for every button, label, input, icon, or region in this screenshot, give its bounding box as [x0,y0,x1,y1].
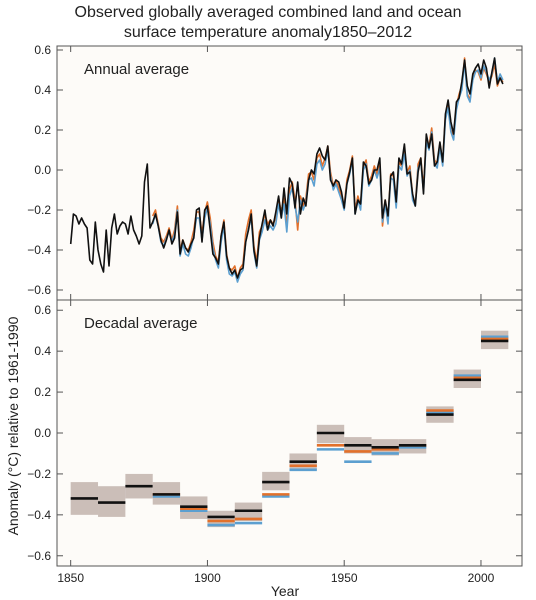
y-tick-label: 0.6 [34,303,51,317]
panel-label: Annual average [84,61,189,78]
panel-label: Decadal average [84,315,197,332]
uncertainty-band [207,510,235,528]
y-tick-label: 0.0 [34,163,51,177]
chart-title-line2: surface temperature anomaly1850–2012 [123,24,413,41]
y-tick-label: −0.2 [27,467,51,481]
y-tick-label: 0.4 [34,83,51,97]
decadal-panel: 0.6 0.4 0.2 0.0 −0.2 −0.4 −0.6 Decadal average 1… [27,299,523,585]
y-axis-label: Anomaly (°C) relative to 1961-1990 [5,316,21,535]
y-tick-label: 0.0 [34,426,51,440]
y-tick-label: 0.2 [34,385,51,399]
x-tick-label: 1900 [194,571,221,585]
y-tick-label: −0.4 [27,243,51,257]
y-tick-label: −0.2 [27,203,51,217]
x-axis-label: Year [271,583,300,599]
chart-title-line1: Observed globally averaged combined land… [74,4,462,21]
x-tick-label: 1850 [57,571,84,585]
y-tick-label: 0.6 [34,43,51,57]
y-tick-label: 0.4 [34,344,51,358]
annual-panel: 0.6 0.4 0.2 0.0 −0.2 −0.4 −0.6 Annual average [27,43,523,301]
panel-frame [56,299,523,567]
chart-title: Observed globally averaged combined land… [0,3,536,43]
y-tick-label: −0.4 [27,508,51,522]
y-tick-label: −0.6 [27,283,51,297]
y-tick-label: 0.2 [34,123,51,137]
panel-frame [56,45,523,301]
x-tick-label: 2000 [468,571,495,585]
series-line-black [69,57,504,279]
x-tick-label: 1950 [331,571,358,585]
y-tick-label: −0.6 [27,549,51,563]
